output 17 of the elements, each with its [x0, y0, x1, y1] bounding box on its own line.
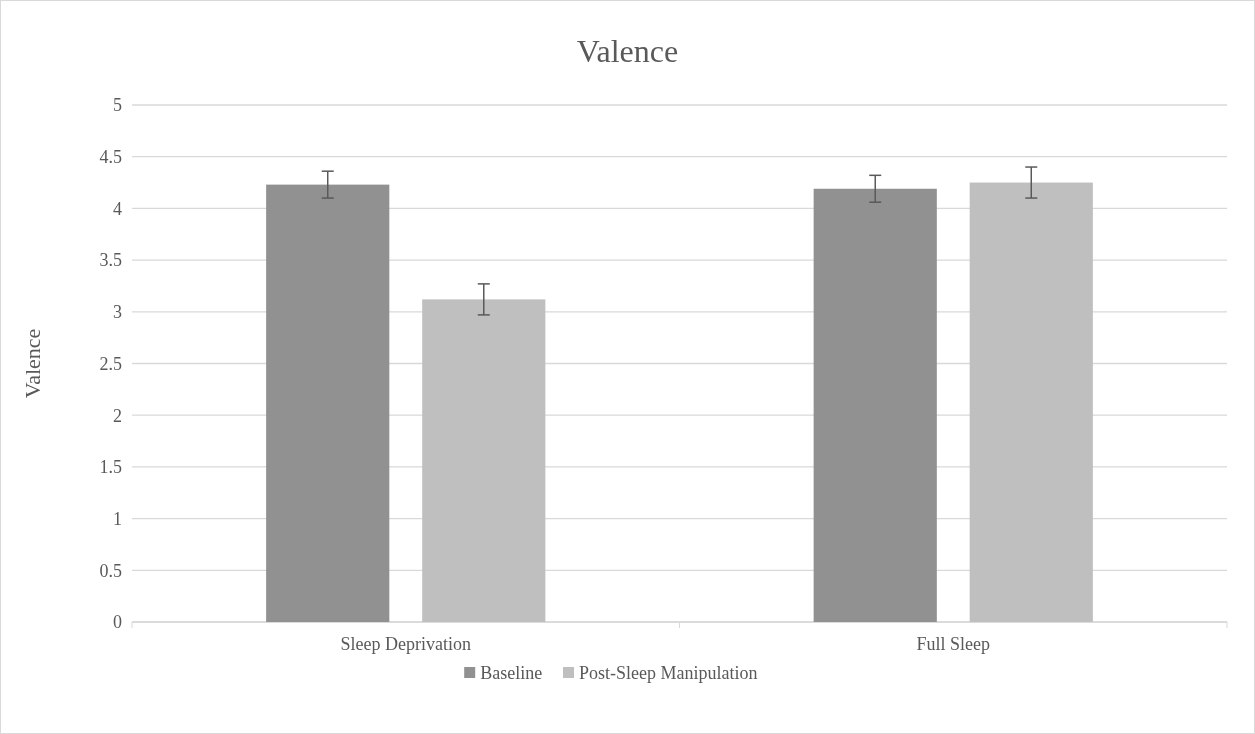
chart-title: Valence: [576, 33, 679, 69]
y-tick-label: 3.5: [99, 250, 122, 271]
y-tick-label: 3: [113, 302, 122, 323]
y-tick-label: 1: [113, 508, 122, 529]
y-tick-label: 1.5: [99, 457, 122, 478]
y-axis-title: Valence: [20, 328, 45, 399]
legend-label: Baseline: [480, 663, 543, 684]
y-tick-label: 0: [113, 612, 122, 633]
y-tick-label: 5: [113, 95, 122, 116]
y-tick-label: 2: [113, 405, 122, 426]
y-tick-label: 0.5: [99, 560, 122, 581]
y-tick-label: 4: [113, 198, 122, 219]
y-tick-label: 2.5: [99, 353, 122, 374]
x-tick-label: Full Sleep: [916, 634, 991, 654]
x-tick-label: Sleep Deprivation: [340, 634, 471, 654]
legend-label: Post-Sleep Manipulation: [579, 663, 758, 684]
y-tick-label: 4.5: [99, 147, 122, 167]
